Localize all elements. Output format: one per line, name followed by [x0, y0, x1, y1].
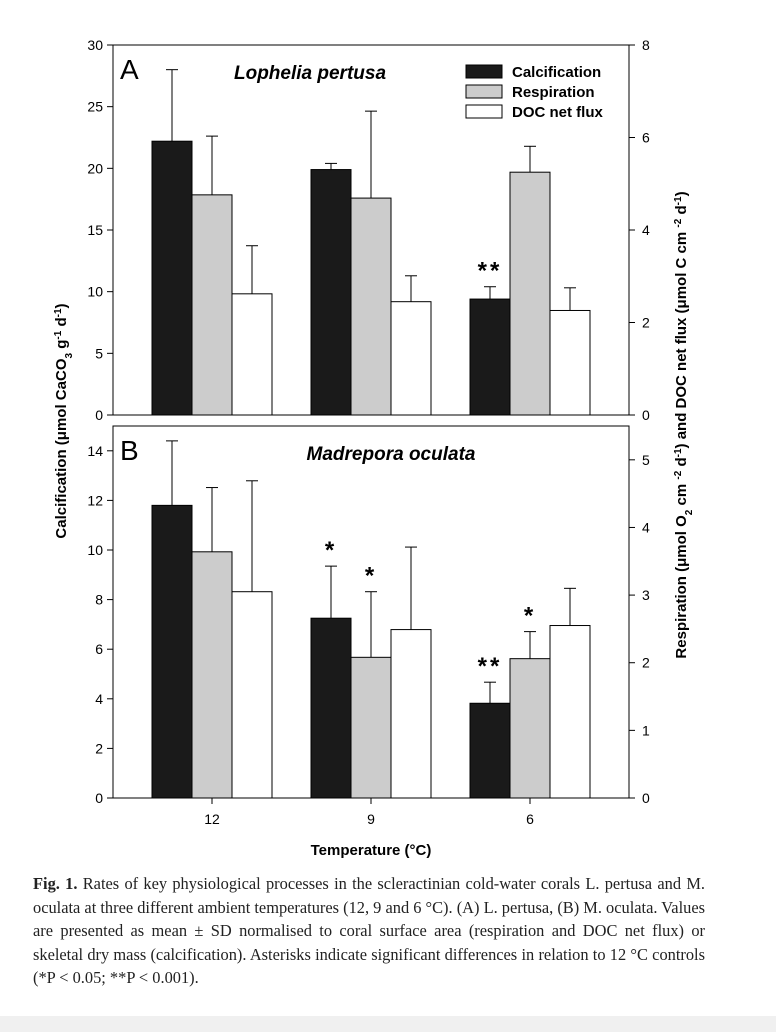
y-right-tick-label: 2	[642, 655, 650, 671]
bar-calcification	[310, 617, 352, 799]
y-right-tick-label: 2	[642, 315, 650, 331]
x-tick-label: 9	[367, 811, 375, 827]
y-right-tick-label: 1	[642, 722, 650, 738]
legend-swatch	[465, 104, 503, 119]
y-left-tick-label: 2	[95, 740, 103, 756]
bar-calcification	[469, 298, 511, 416]
significance-marker: *	[524, 603, 536, 630]
panel-letter: A	[120, 54, 139, 85]
y-left-tick-label: 15	[87, 222, 103, 238]
caption-label: Fig. 1.	[33, 874, 78, 893]
bar-respiration	[350, 656, 392, 799]
bottom-bar	[0, 1016, 776, 1032]
bar-respiration	[509, 171, 551, 416]
panel-title: Madrepora oculata	[307, 444, 476, 465]
legend-swatch	[465, 84, 503, 99]
bar-doc-net-flux	[549, 625, 591, 799]
y-axis-left-title: Calcification (μmol CaCO3 g-1 d-1)	[53, 303, 75, 538]
y-right-tick-label: 4	[642, 519, 650, 535]
panel-a: 0 5 10 15 20 25 30 0 2 4 6 8 ** A Lophelia pertusa Calc…	[87, 37, 650, 423]
legend-entry: Respiration	[512, 84, 595, 101]
figure-caption: Fig. 1. Rates of key physiological proce…	[33, 872, 705, 990]
panel-title: Lophelia pertusa	[234, 63, 386, 84]
bar-doc-net-flux	[231, 293, 273, 416]
bar-calcification	[310, 169, 352, 416]
bar-respiration	[191, 551, 233, 799]
x-tick-label: 12	[204, 811, 220, 827]
y-left-tick-label: 30	[87, 37, 103, 53]
y-right-tick-label: 0	[642, 407, 650, 423]
bar-doc-net-flux	[231, 591, 273, 799]
bar-calcification	[469, 702, 511, 799]
y-left-tick-label: 5	[95, 345, 103, 361]
y-left-tick-label: 6	[95, 641, 103, 657]
legend-entry: Calcification	[512, 64, 601, 81]
y-right-tick-label: 3	[642, 587, 650, 603]
significance-marker: **	[478, 258, 503, 285]
y-left-tick-label: 4	[95, 691, 103, 707]
y-axis-right-title: Respiration (μmol O2 cm -2 d-1) and DOC …	[673, 191, 695, 658]
legend-swatch	[465, 64, 503, 79]
y-left-tick-label: 0	[95, 790, 103, 806]
y-left-tick-label: 10	[87, 542, 103, 558]
bar-doc-net-flux	[390, 629, 432, 799]
y-right-tick-label: 4	[642, 222, 650, 238]
significance-marker: *	[325, 537, 337, 564]
y-left-tick-label: 8	[95, 592, 103, 608]
x-axis-title: Temperature (°C)	[311, 842, 432, 859]
bar-respiration	[509, 658, 551, 799]
legend-entry: DOC net flux	[512, 104, 603, 121]
y-right-tick-label: 8	[642, 37, 650, 53]
y-left-tick-label: 14	[87, 443, 103, 459]
y-right-tick-label: 5	[642, 452, 650, 468]
bar-respiration	[350, 197, 392, 416]
y-left-tick-label: 25	[87, 99, 103, 115]
y-right-tick-label: 6	[642, 130, 650, 146]
panel-letter: B	[120, 435, 139, 466]
caption-text: Rates of key physiological processes in …	[33, 874, 705, 987]
y-left-tick-label: 12	[87, 492, 103, 508]
bar-doc-net-flux	[549, 309, 591, 416]
y-left-tick-label: 20	[87, 160, 103, 176]
y-left-tick-label: 10	[87, 284, 103, 300]
bar-calcification	[151, 504, 193, 799]
bar-doc-net-flux	[390, 301, 432, 416]
bar-calcification	[151, 140, 193, 416]
significance-marker: *	[365, 563, 377, 590]
significance-marker: **	[478, 653, 503, 680]
y-left-tick-label: 0	[95, 407, 103, 423]
x-tick-label: 6	[526, 811, 534, 827]
legend: Calcification Respiration DOC net flux	[465, 64, 603, 121]
y-right-tick-label: 0	[642, 790, 650, 806]
bar-respiration	[191, 194, 233, 416]
